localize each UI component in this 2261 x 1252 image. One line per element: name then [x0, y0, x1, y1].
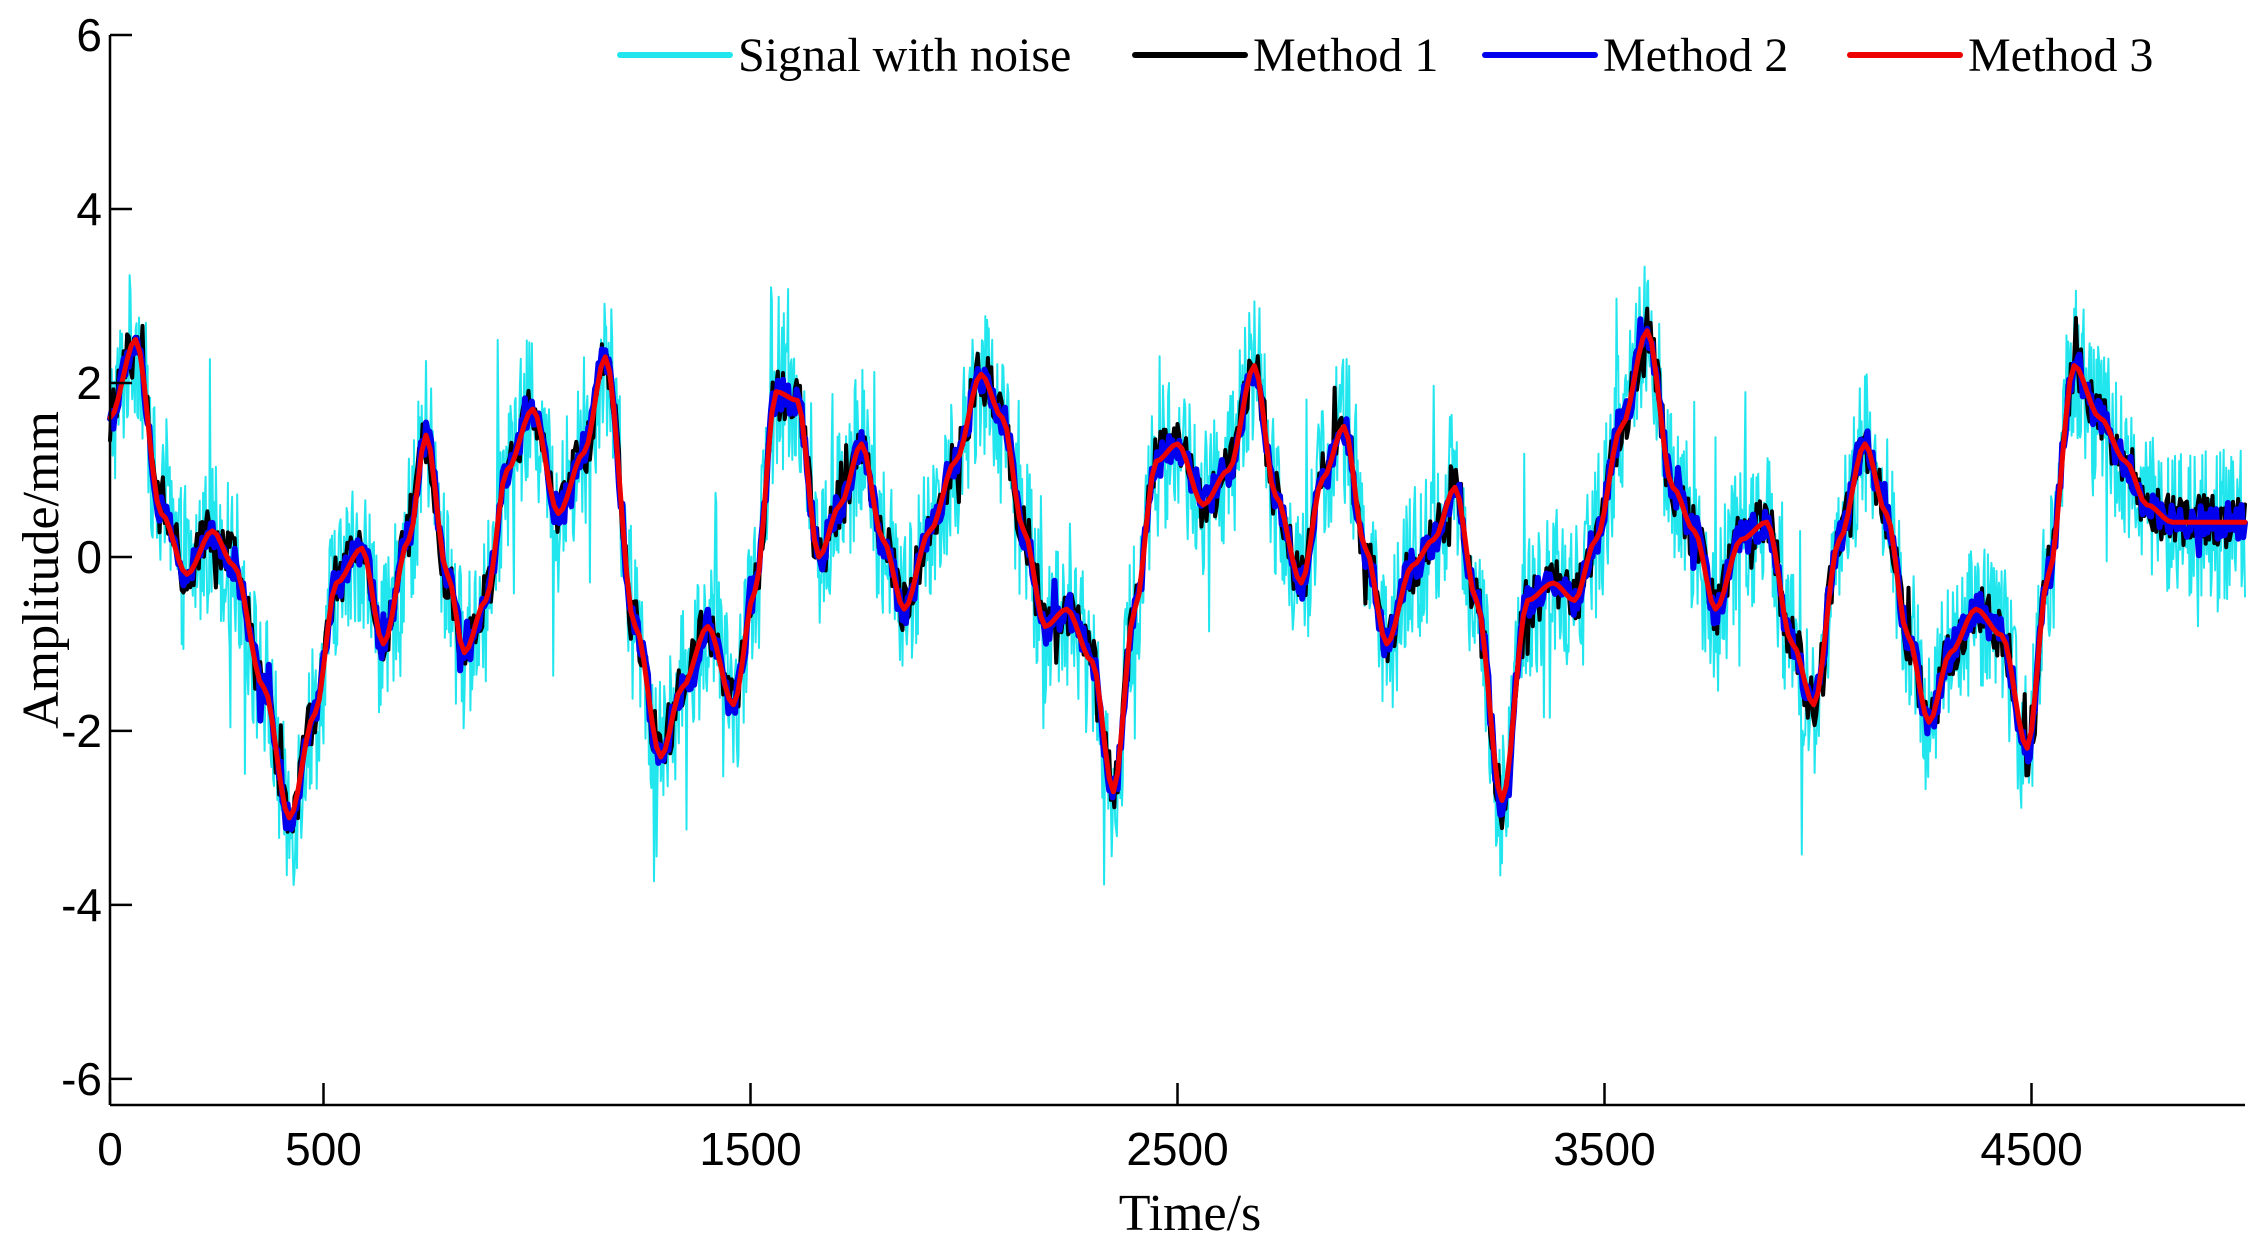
y-tick-label: 4 — [76, 183, 102, 235]
legend-label-signal-with-noise: Signal with noise — [738, 29, 1071, 82]
y-tick-label: -2 — [61, 705, 102, 757]
x-tick-label: 500 — [285, 1123, 362, 1175]
axes-layer — [108, 35, 2245, 1107]
series-layer — [107, 265, 2248, 886]
y-tick-label: 6 — [76, 9, 102, 61]
x-tick-label: 3500 — [1553, 1123, 1655, 1175]
series-line-method-3 — [107, 328, 2248, 821]
x-tick-label: 4500 — [1980, 1123, 2082, 1175]
legend: Signal with noise Method 1 Method 2 Method … — [617, 29, 2153, 82]
series-line-signal-with-noise — [109, 265, 2246, 886]
x-tick-label: 0 — [97, 1123, 123, 1175]
x-tick-label: 2500 — [1126, 1123, 1228, 1175]
ticks-layer: 0 500 1500 2500 3500 4500 6 4 2 0 -2 -4 -6 — [61, 9, 2083, 1175]
legend-label-method-1: Method 1 — [1253, 29, 1438, 82]
legend-label-method-3: Method 3 — [1968, 29, 2153, 82]
x-axis-title: Time/s — [1119, 1185, 1262, 1242]
y-axis-title: Amplitude/mm — [13, 411, 70, 729]
y-tick-label: 2 — [76, 357, 102, 409]
legend-label-method-2: Method 2 — [1603, 29, 1788, 82]
y-tick-label: -6 — [61, 1053, 102, 1105]
y-tick-label: 0 — [76, 531, 102, 583]
y-tick-label: -4 — [61, 879, 102, 931]
x-tick-label: 1500 — [699, 1123, 801, 1175]
